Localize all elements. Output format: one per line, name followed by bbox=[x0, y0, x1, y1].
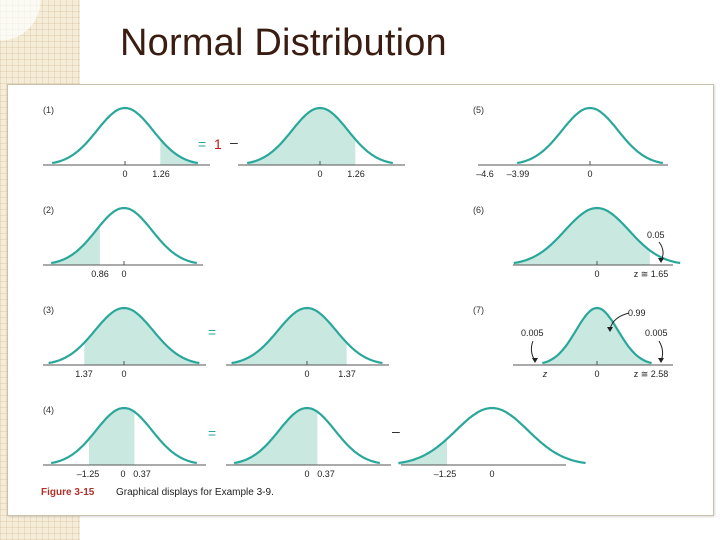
panel-label-7: (7) bbox=[473, 305, 484, 315]
slide-title: Normal Distribution bbox=[120, 22, 447, 64]
tick-label-5-2: 0 bbox=[587, 169, 592, 179]
curve-4c bbox=[398, 406, 586, 465]
operator-equals-3: = bbox=[208, 324, 216, 340]
annotation-6-0: 0.05 bbox=[647, 230, 665, 240]
annotation-7-1: 0.99 bbox=[628, 308, 646, 318]
curve-5 bbox=[516, 106, 664, 165]
tick-label-4-2: 0.37 bbox=[133, 469, 151, 479]
tick-label-1b-0: 0 bbox=[317, 169, 322, 179]
panel-7: (7) z 0 z ≅ 2.58 0.005 0.99 0.005 bbox=[473, 305, 673, 379]
curve-3b bbox=[231, 306, 383, 365]
shaded-area-4b bbox=[234, 408, 318, 465]
operator-one: 1 bbox=[214, 136, 222, 152]
annotation-7-0: 0.005 bbox=[521, 328, 544, 338]
panel-5: (5) –4.6 –3.99 0 bbox=[473, 105, 668, 179]
annotation-arrowhead-7-0 bbox=[532, 358, 538, 363]
operator-equals-4: = bbox=[208, 425, 216, 441]
panel-1b: 0 1.26 bbox=[238, 106, 405, 179]
tick-label-3b-0: 0 bbox=[304, 369, 309, 379]
panel-label-2: (2) bbox=[43, 205, 54, 215]
figure-panel: (1) 0 1.26 = 1 – 0 1.26 (5) –4.6 bbox=[7, 84, 714, 516]
panel-3: (3) 1.37 0 bbox=[43, 305, 206, 379]
panel-4c: –1.25 0 bbox=[398, 406, 586, 479]
annotation-arrowhead-7-2 bbox=[658, 358, 664, 363]
annotation-7-2: 0.005 bbox=[645, 328, 668, 338]
tick-label-6-1: z ≅ 1.65 bbox=[634, 269, 669, 279]
tick-label-4-0: –1.25 bbox=[77, 469, 100, 479]
annotation-arrowhead-7-1 bbox=[607, 327, 613, 332]
tick-label-3-1: 0 bbox=[121, 369, 126, 379]
decorative-corner bbox=[0, 0, 80, 80]
tick-label-1b-1: 1.26 bbox=[347, 169, 365, 179]
curve-4b bbox=[233, 406, 381, 465]
shaded-area-6 bbox=[513, 208, 650, 265]
shaded-area-1 bbox=[160, 139, 198, 165]
tick-label-7-2: z ≅ 2.58 bbox=[634, 369, 669, 379]
curve-2 bbox=[50, 206, 198, 265]
panel-label-1: (1) bbox=[43, 105, 54, 115]
operator-equals-1: = bbox=[198, 136, 206, 152]
tick-label-3b-1: 1.37 bbox=[338, 369, 356, 379]
tick-label-5-0: –4.6 bbox=[476, 169, 494, 179]
panel-4b: 0 0.37 bbox=[226, 406, 391, 479]
panel-label-6: (6) bbox=[473, 205, 484, 215]
tick-label-1-1: 1.26 bbox=[152, 169, 170, 179]
tick-label-6-0: 0 bbox=[594, 269, 599, 279]
panel-label-3: (3) bbox=[43, 305, 54, 315]
tick-label-5-1: –3.99 bbox=[507, 169, 530, 179]
curve-4 bbox=[50, 406, 198, 465]
panel-label-5: (5) bbox=[473, 105, 484, 115]
panel-2: (2) 0.86 0 bbox=[43, 205, 203, 279]
shaded-area-7 bbox=[542, 308, 652, 365]
panel-6: (6) 0 z ≅ 1.65 0.05 bbox=[473, 205, 681, 279]
panel-3b: 0 1.37 bbox=[226, 306, 389, 379]
tick-label-4b-1: 0.37 bbox=[317, 469, 335, 479]
annotation-arrowhead-6-0 bbox=[658, 258, 664, 263]
tick-label-2-0: 0.86 bbox=[91, 269, 109, 279]
tick-label-4b-0: 0 bbox=[304, 469, 309, 479]
tick-label-4-1: 0 bbox=[120, 469, 125, 479]
tick-label-2-1: 0 bbox=[121, 269, 126, 279]
tick-label-4c-1: 0 bbox=[489, 469, 494, 479]
shaded-area-4 bbox=[89, 408, 135, 465]
tick-label-3-0: 1.37 bbox=[75, 369, 93, 379]
operator-minus-1: – bbox=[230, 134, 238, 150]
curve-3 bbox=[48, 306, 200, 365]
tick-label-1-0: 0 bbox=[122, 169, 127, 179]
figure-caption-text: Graphical displays for Example 3-9. bbox=[116, 487, 274, 498]
panel-label-4: (4) bbox=[43, 405, 54, 415]
tick-label-7-1: 0 bbox=[594, 369, 599, 379]
curve-7 bbox=[542, 306, 652, 365]
shaded-area-2 bbox=[51, 225, 100, 265]
tick-label-4c-0: –1.25 bbox=[434, 469, 457, 479]
figure-3-15: (1) 0 1.26 = 1 – 0 1.26 (5) –4.6 bbox=[41, 105, 681, 498]
figure-caption-label: Figure 3-15 bbox=[41, 487, 95, 498]
operator-minus-4: – bbox=[392, 423, 400, 439]
curve-6 bbox=[513, 206, 681, 265]
shaded-area-4c bbox=[398, 438, 447, 465]
panel-4: (4) –1.25 0 0.37 bbox=[43, 405, 206, 479]
curve-1b bbox=[246, 106, 394, 165]
curve-1 bbox=[51, 106, 199, 165]
panel-1: (1) 0 1.26 bbox=[43, 105, 210, 179]
tick-label-7-0: z bbox=[542, 369, 548, 379]
